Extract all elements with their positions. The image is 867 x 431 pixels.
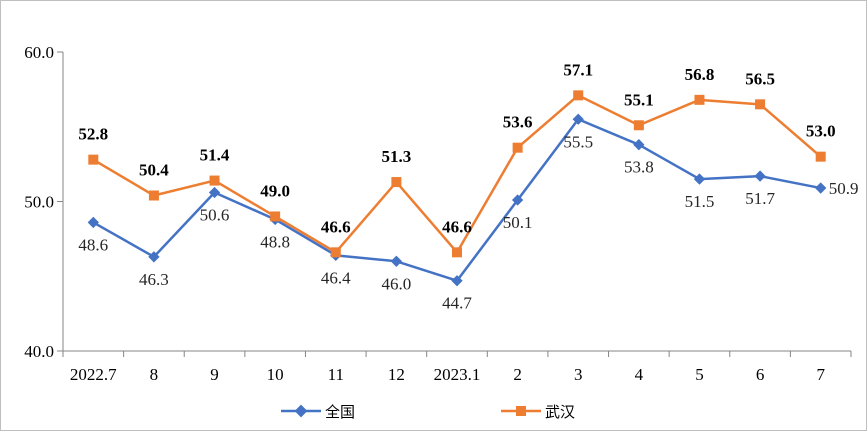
data-label-wuhan: 50.4 <box>139 161 169 180</box>
x-tick-label: 5 <box>695 365 704 384</box>
data-point-wuhan <box>512 142 523 153</box>
data-label-wuhan: 49.0 <box>260 181 290 200</box>
data-point-national <box>208 186 221 199</box>
x-tick-label: 11 <box>328 365 344 384</box>
y-tick-label: 50.0 <box>24 193 54 212</box>
x-axis-tick-labels: 2022.7 8 9 10 11 12 2023.1 2 3 4 5 6 7 <box>70 365 826 384</box>
legend: 全国 武汉 <box>281 403 575 421</box>
data-label-wuhan: 52.8 <box>78 125 108 144</box>
data-point-national <box>754 170 766 182</box>
data-label-wuhan: 46.6 <box>442 217 472 236</box>
data-point-wuhan <box>755 99 766 110</box>
data-label-national: 46.0 <box>382 274 412 293</box>
data-label-national: 50.1 <box>503 213 533 232</box>
data-point-national <box>633 139 645 151</box>
data-point-wuhan <box>391 177 402 188</box>
y-tick-label: 60.0 <box>24 43 54 62</box>
legend-marker-wuhan <box>516 406 526 416</box>
data-label-wuhan: 53.6 <box>503 113 533 132</box>
data-point-wuhan <box>270 211 281 222</box>
legend-item-national[interactable]: 全国 <box>281 403 355 421</box>
data-label-national: 46.4 <box>321 268 351 287</box>
x-tick-label: 7 <box>816 365 825 384</box>
data-point-wuhan <box>148 190 159 201</box>
data-point-wuhan <box>815 151 826 162</box>
data-label-national: 46.3 <box>139 270 169 289</box>
data-label-national: 53.8 <box>624 158 654 177</box>
data-point-national <box>693 173 706 185</box>
data-label-wuhan: 57.1 <box>563 60 593 79</box>
x-tick-label: 8 <box>150 365 159 384</box>
data-point-national <box>451 275 463 287</box>
data-label-wuhan: 51.4 <box>200 146 230 165</box>
y-axis-tick-labels: 40.0 50.0 60.0 <box>24 43 54 361</box>
data-labels: 48.6 46.3 50.6 48.8 46.4 46.0 44.7 50.1 55.5 53.8… <box>78 60 858 312</box>
y-tick-label: 40.0 <box>24 342 54 361</box>
data-point-national <box>87 216 99 229</box>
data-label-wuhan: 51.3 <box>382 147 412 166</box>
data-label-wuhan: 53.0 <box>806 122 836 141</box>
x-tick-label: 2023.1 <box>434 365 481 384</box>
data-point-wuhan <box>633 120 644 131</box>
data-point-wuhan <box>573 90 584 101</box>
series-lines <box>87 90 827 287</box>
data-label-wuhan: 46.6 <box>321 217 351 236</box>
data-label-national: 44.7 <box>442 294 472 313</box>
data-label-national: 55.5 <box>563 132 593 151</box>
x-tick-label: 9 <box>210 365 219 384</box>
data-point-wuhan <box>209 175 220 186</box>
data-point-national <box>390 255 403 267</box>
x-tick-label: 4 <box>635 365 644 384</box>
data-point-wuhan <box>452 247 462 258</box>
x-tick-label: 3 <box>574 365 583 384</box>
data-label-wuhan: 55.1 <box>624 90 654 109</box>
data-point-wuhan <box>88 154 99 165</box>
data-point-national <box>815 182 827 194</box>
data-point-national <box>511 194 524 206</box>
axes <box>57 51 852 357</box>
data-label-national: 48.6 <box>78 235 108 254</box>
legend-label-wuhan: 武汉 <box>545 403 575 421</box>
data-label-wuhan: 56.5 <box>745 69 775 88</box>
data-label-national: 48.8 <box>260 232 290 251</box>
x-tick-label: 12 <box>388 365 405 384</box>
legend-marker-national <box>294 404 308 418</box>
data-label-wuhan: 56.8 <box>685 65 715 84</box>
data-point-wuhan <box>330 247 341 258</box>
x-tick-label: 6 <box>756 365 765 384</box>
legend-item-wuhan[interactable]: 武汉 <box>501 403 575 421</box>
data-label-national: 51.5 <box>685 192 715 211</box>
data-point-wuhan <box>694 94 705 105</box>
x-tick-label: 10 <box>267 365 284 384</box>
data-label-national: 50.6 <box>200 206 230 225</box>
data-label-national: 51.7 <box>745 189 775 208</box>
data-label-national: 50.9 <box>829 179 859 198</box>
legend-label-national: 全国 <box>325 403 355 421</box>
x-tick-label: 2022.7 <box>70 365 117 384</box>
x-tick-label: 2 <box>513 365 522 384</box>
data-point-national <box>148 251 160 263</box>
